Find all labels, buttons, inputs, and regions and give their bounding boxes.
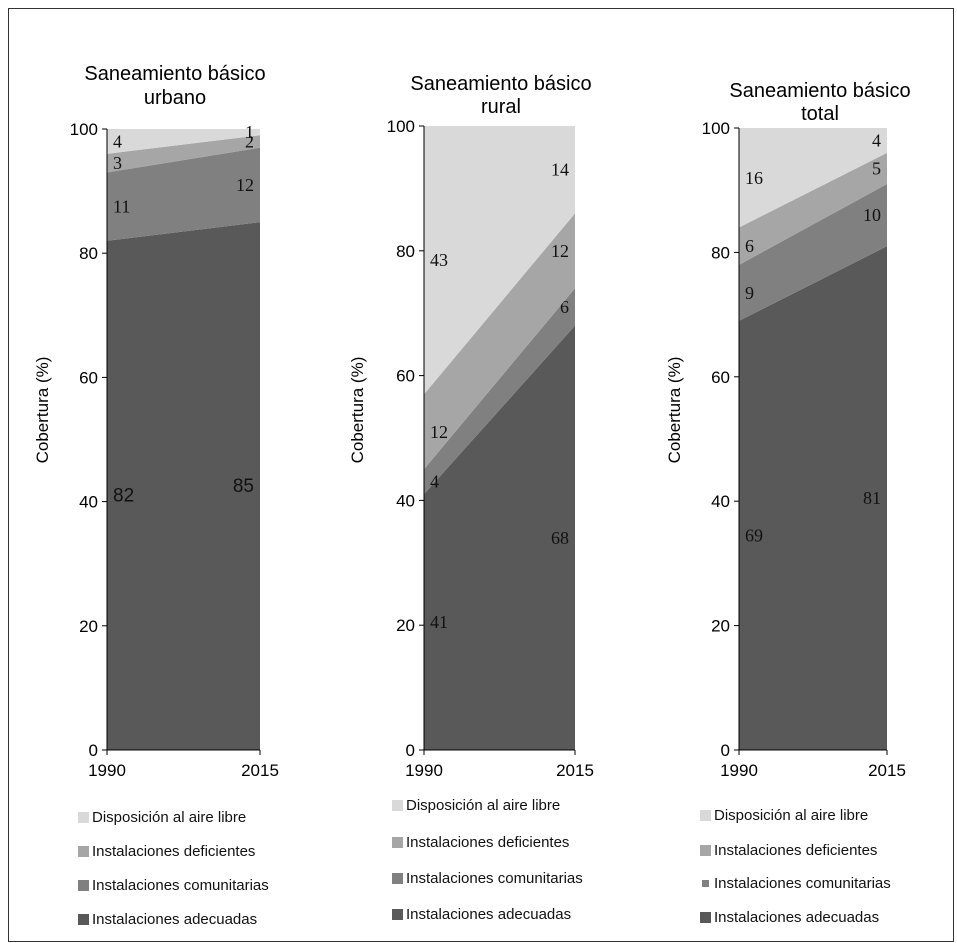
data-label: 4 xyxy=(430,472,439,492)
x-tick-label: 2015 xyxy=(241,761,279,780)
y-tick-label: 20 xyxy=(396,616,415,635)
data-label: 12 xyxy=(551,241,569,261)
area-instalaciones-adecuadas xyxy=(424,325,575,750)
data-label: 9 xyxy=(745,283,754,303)
legend-entry: Instalaciones adecuadas xyxy=(714,909,879,926)
legend-entry: Instalaciones comunitarias xyxy=(92,877,269,894)
data-label: 1 xyxy=(245,122,254,142)
data-label: 82 xyxy=(113,485,134,506)
chart-title: total xyxy=(801,103,839,125)
x-tick-label: 1990 xyxy=(720,761,758,780)
data-label: 43 xyxy=(430,250,448,270)
area-instalaciones-comunitarias xyxy=(107,147,260,241)
legend-entry: Disposición al aire libre xyxy=(406,797,560,814)
legend-entry: Instalaciones comunitarias xyxy=(714,875,891,892)
x-tick-label: 2015 xyxy=(868,761,906,780)
y-tick-label: 60 xyxy=(79,368,98,387)
legend-swatch xyxy=(392,909,403,920)
data-label: 3 xyxy=(113,153,122,173)
data-label: 10 xyxy=(863,205,881,225)
legend-swatch xyxy=(700,810,711,821)
area-disposición-al-aire-libre xyxy=(739,128,887,228)
area-instalaciones-comunitarias xyxy=(739,183,887,321)
chart-title: urbano xyxy=(144,87,206,109)
data-label: 12 xyxy=(430,422,448,442)
data-label: 12 xyxy=(236,175,254,195)
y-tick-label: 80 xyxy=(79,244,98,263)
data-label: 6 xyxy=(745,236,754,256)
legend-swatch xyxy=(78,812,89,823)
y-axis-label: Cobertura (%) xyxy=(33,357,52,464)
y-tick-label: 80 xyxy=(711,243,730,262)
data-label: 16 xyxy=(745,168,763,188)
y-tick-label: 40 xyxy=(711,492,730,511)
data-label: 14 xyxy=(551,160,569,180)
area-disposición-al-aire-libre xyxy=(424,126,575,395)
legend-swatch xyxy=(78,914,89,925)
y-tick-label: 0 xyxy=(406,741,415,760)
legend-swatch xyxy=(392,800,403,811)
area-instalaciones-deficientes xyxy=(739,152,887,265)
y-axis-label: Cobertura (%) xyxy=(348,357,367,464)
chart-title: Saneamiento básico xyxy=(84,63,265,85)
y-tick-label: 60 xyxy=(396,367,415,386)
y-tick-label: 60 xyxy=(711,368,730,387)
legend-entry: Instalaciones deficientes xyxy=(406,834,569,851)
y-axis-label: Cobertura (%) xyxy=(665,357,684,464)
area-instalaciones-adecuadas xyxy=(107,222,260,750)
legend-swatch xyxy=(700,912,711,923)
chart-panel-3: Saneamiento básicototal69819106516402040… xyxy=(665,80,911,926)
legend-entry: Instalaciones deficientes xyxy=(714,842,877,859)
legend-swatch xyxy=(700,845,711,856)
x-tick-label: 2015 xyxy=(556,761,594,780)
legend-entry: Instalaciones adecuadas xyxy=(406,906,571,923)
legend-swatch xyxy=(392,873,403,884)
y-tick-label: 40 xyxy=(79,493,98,512)
y-tick-label: 100 xyxy=(387,117,415,136)
data-label: 5 xyxy=(872,158,881,178)
legend-entry: Instalaciones adecuadas xyxy=(92,911,257,928)
x-tick-label: 1990 xyxy=(405,761,443,780)
legend-swatch xyxy=(702,880,709,887)
data-label: 85 xyxy=(233,476,254,497)
y-tick-label: 20 xyxy=(711,617,730,636)
data-label: 6 xyxy=(560,297,569,317)
x-tick-label: 1990 xyxy=(88,761,126,780)
chart-title: rural xyxy=(481,96,521,118)
data-label: 41 xyxy=(430,612,448,632)
legend-entry: Disposición al aire libre xyxy=(714,807,868,824)
legend-swatch xyxy=(78,846,89,857)
area-instalaciones-deficientes xyxy=(424,213,575,470)
legend-entry: Disposición al aire libre xyxy=(92,809,246,826)
legend-entry: Instalaciones deficientes xyxy=(92,843,255,860)
data-label: 81 xyxy=(863,488,881,508)
data-label: 2 xyxy=(245,131,254,151)
area-instalaciones-adecuadas xyxy=(739,246,887,750)
legend-swatch xyxy=(392,837,403,848)
data-label: 68 xyxy=(551,528,569,548)
area-instalaciones-comunitarias xyxy=(424,288,575,495)
chart-title: Saneamiento básico xyxy=(410,73,591,95)
y-tick-label: 0 xyxy=(721,741,730,760)
y-tick-label: 100 xyxy=(70,120,98,139)
chart-title: Saneamiento básico xyxy=(729,80,910,102)
data-label: 4 xyxy=(872,130,881,150)
y-tick-label: 20 xyxy=(79,617,98,636)
data-label: 69 xyxy=(745,525,763,545)
legend-entry: Instalaciones comunitarias xyxy=(406,870,583,887)
y-tick-label: 40 xyxy=(396,491,415,510)
data-label: 11 xyxy=(113,197,130,217)
y-tick-label: 80 xyxy=(396,242,415,261)
data-label: 4 xyxy=(113,131,122,151)
y-tick-label: 0 xyxy=(89,741,98,760)
legend-swatch xyxy=(78,880,89,891)
y-tick-label: 100 xyxy=(702,119,730,138)
area-instalaciones-deficientes xyxy=(107,135,260,173)
area-disposición-al-aire-libre xyxy=(107,129,260,154)
